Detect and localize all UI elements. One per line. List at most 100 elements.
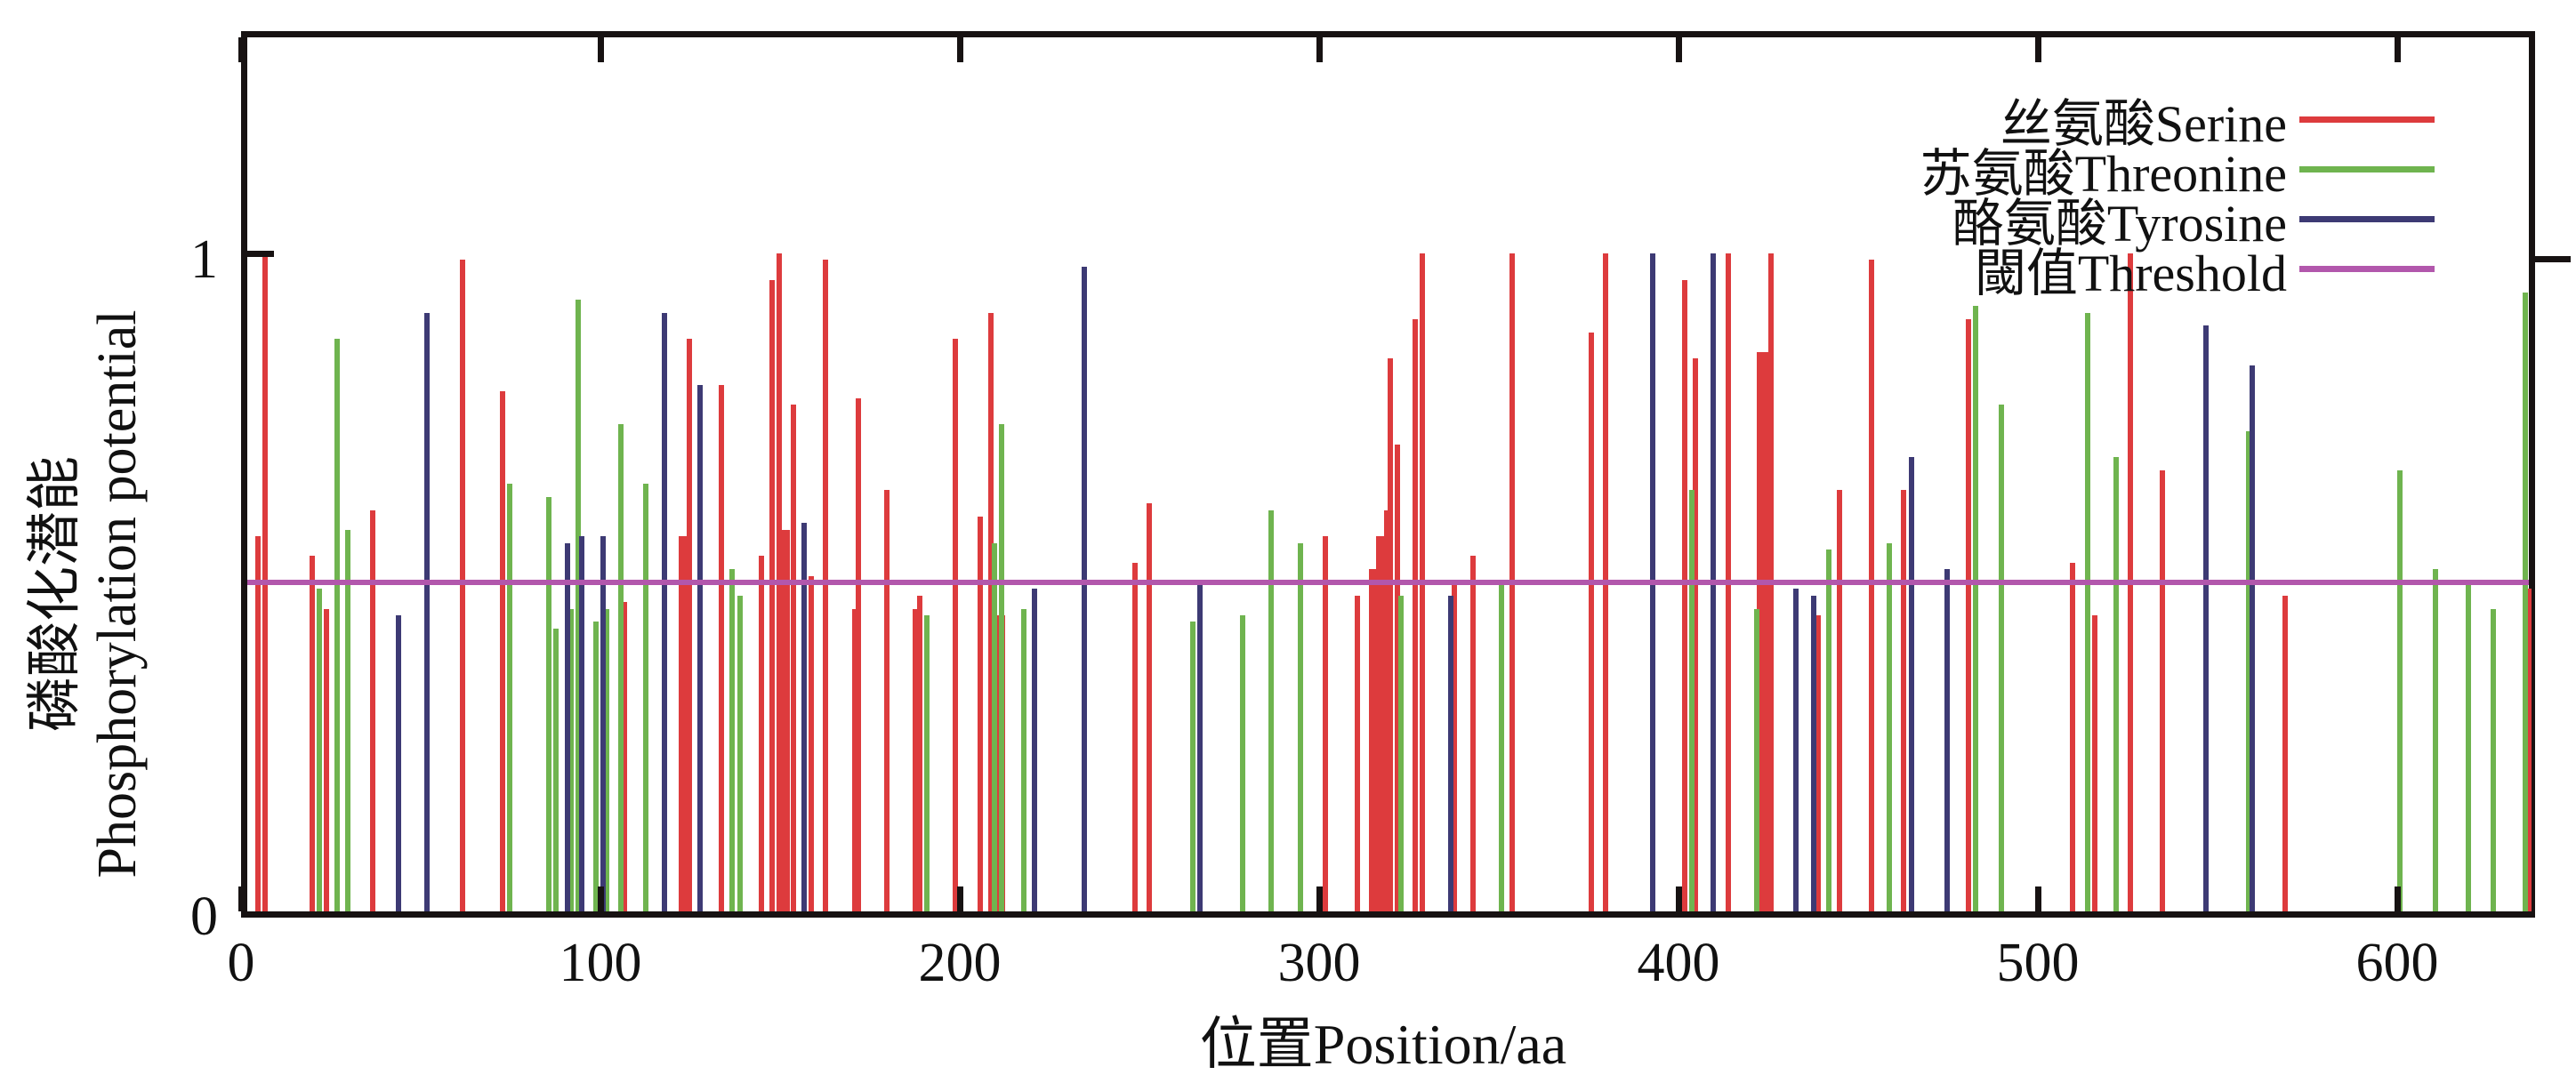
legend-item-threonine: 苏氨酸Threonine — [1920, 144, 2435, 203]
bar-threonine-211 — [999, 424, 1004, 911]
y-axis-title-en: Phosphorylation potential — [87, 309, 148, 878]
bar-tyrosine-117 — [662, 313, 667, 911]
bar-threonine-489 — [1999, 405, 2004, 911]
threshold-line-swatch — [2299, 265, 2435, 272]
bar-serine-321 — [1395, 445, 1400, 911]
legend-label-tyrosine: 酪氨酸Tyrosine — [1952, 195, 2287, 253]
bar-serine-147 — [769, 280, 775, 911]
bar-threonine-286 — [1268, 510, 1274, 911]
bar-tyrosine-220 — [1032, 589, 1037, 911]
serine-line-swatch — [2299, 116, 2435, 123]
bar-threonine-112 — [643, 484, 648, 911]
bar-threonine-26 — [334, 339, 340, 911]
bar-serine-444 — [1837, 490, 1842, 911]
tick-bottom-0 — [238, 886, 245, 911]
bar-tyrosine-432 — [1793, 589, 1799, 911]
bar-threonine-294 — [1298, 543, 1303, 911]
threonine-line-swatch — [2299, 165, 2435, 172]
bar-serine-462 — [1901, 490, 1906, 911]
bar-threonine-91 — [568, 609, 574, 911]
bar-threonine-421 — [1754, 609, 1759, 911]
x-tick-label-500: 500 — [1996, 933, 2080, 993]
legend: 丝氨酸Serine 苏氨酸Threonine 酪氨酸Tyrosine 閾值Thr… — [1920, 94, 2435, 302]
y-axis-title-zh: 磷酸化潜能 — [25, 455, 85, 733]
bar-serine-248 — [1132, 563, 1138, 911]
plot-area: 丝氨酸Serine 苏氨酸Threonine 酪氨酸Tyrosine 閾值Thr… — [238, 31, 2535, 918]
bar-serine-301 — [1323, 536, 1328, 911]
bar-serine-423 — [1757, 352, 1770, 911]
bar-serine-124 — [687, 339, 692, 911]
legend-label-threshold: 閾值Threshold — [1974, 245, 2287, 302]
bar-serine-480 — [1966, 319, 1971, 911]
bar-threonine-85 — [546, 497, 551, 911]
bar-serine-515 — [2092, 615, 2097, 911]
legend-item-serine: 丝氨酸Serine — [1920, 94, 2435, 153]
bar-serine-509 — [2070, 563, 2075, 911]
bar-threonine-21 — [317, 589, 322, 911]
bar-tyrosine-94 — [579, 536, 584, 911]
bar-threonine-105 — [618, 424, 624, 911]
bar-tyrosine-127 — [697, 385, 703, 911]
bar-threonine-558 — [2246, 431, 2251, 911]
bar-serine-198 — [953, 339, 958, 911]
bar-threonine-626 — [2491, 609, 2496, 911]
legend-label-threonine: 苏氨酸Threonine — [1920, 145, 2287, 203]
bar-threonine-136 — [729, 569, 735, 911]
right-axis-tick — [2535, 256, 2571, 262]
bar-serine-568 — [2282, 596, 2288, 911]
x-tick-label-0: 0 — [227, 933, 255, 993]
bar-threonine-521 — [2113, 457, 2119, 911]
bar-tyrosine-437 — [1811, 596, 1816, 911]
tick-top-200 — [957, 37, 963, 62]
legend-label-serine: 丝氨酸Serine — [2000, 95, 2287, 153]
axis-ticks-layer — [238, 37, 2529, 911]
bar-serine-326 — [1413, 319, 1418, 911]
bar-tyrosine-100 — [600, 536, 606, 911]
tick-top-0 — [238, 37, 245, 62]
tick-bottom-500 — [2035, 886, 2041, 911]
bar-tyrosine-474 — [1944, 569, 1950, 911]
tick-bottom-600 — [2395, 886, 2401, 911]
x-tick-label-100: 100 — [559, 933, 642, 993]
bar-threonine-278 — [1240, 615, 1245, 911]
bar-serine-310 — [1355, 596, 1360, 911]
bar-tyrosine-234 — [1082, 267, 1087, 911]
x-axis-title: 位置Position/aa — [1199, 1013, 1567, 1076]
bar-threonine-322 — [1398, 596, 1404, 911]
tick-bottom-100 — [598, 886, 604, 911]
bar-threonine-458 — [1887, 543, 1892, 911]
legend-item-threshold: 閾值Threshold — [1920, 244, 2435, 302]
bar-tyrosine-43 — [396, 615, 401, 911]
bar-tyrosine-464 — [1909, 457, 1914, 911]
bar-serine-72 — [500, 391, 505, 911]
bar-threonine-619 — [2466, 582, 2471, 911]
bar-serine-150 — [777, 530, 790, 911]
bar-serine-170 — [852, 609, 857, 911]
bar-serine-144 — [759, 556, 764, 911]
bar-tyrosine-336 — [1448, 596, 1453, 911]
bar-tyrosine-559 — [2250, 365, 2255, 911]
tick-bottom-200 — [957, 886, 963, 911]
tyrosine-line-swatch — [2299, 215, 2435, 222]
threshold-line — [247, 580, 2529, 585]
x-tick-label-400: 400 — [1637, 933, 1720, 993]
left-tick-1 — [247, 251, 274, 257]
bar-serine-19 — [310, 556, 315, 911]
bar-threonine-441 — [1826, 550, 1831, 911]
legend-item-tyrosine: 酪氨酸Tyrosine — [1920, 194, 2435, 253]
tick-top-400 — [1676, 37, 1682, 62]
x-tick-label-300: 300 — [1277, 933, 1361, 993]
bar-serine-23 — [324, 609, 329, 911]
bar-serine-453 — [1869, 260, 1874, 911]
bar-serine-188 — [917, 596, 922, 911]
bar-serine-318 — [1384, 510, 1389, 911]
bar-threonine-403 — [1689, 490, 1695, 911]
y-tick-label-1: 1 — [190, 229, 218, 290]
tick-top-500 — [2035, 37, 2041, 62]
tick-bottom-400 — [1676, 886, 1682, 911]
bar-serine-252 — [1147, 503, 1152, 911]
bar-serine-205 — [978, 517, 983, 911]
bar-threonine-87 — [553, 629, 559, 911]
bar-serine-187 — [913, 609, 918, 911]
bar-threonine-217 — [1021, 609, 1026, 911]
